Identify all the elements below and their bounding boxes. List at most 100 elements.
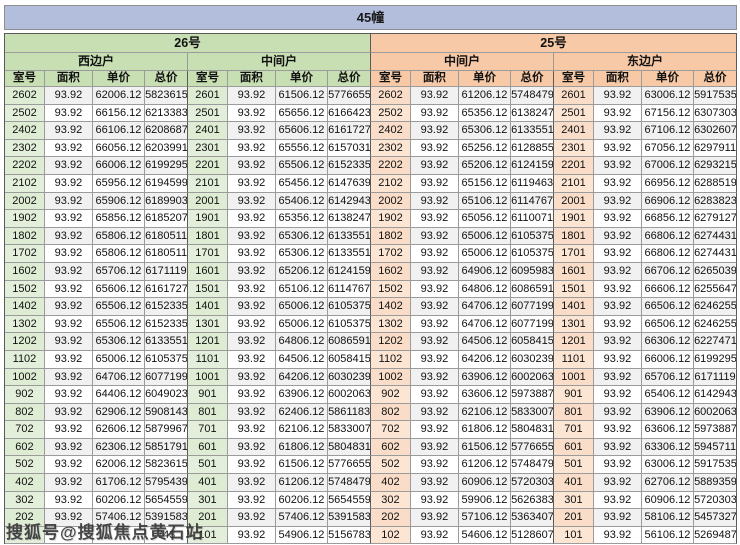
unit-price-cell: 63606.12 bbox=[641, 421, 695, 439]
table-row: 502 93.92 62006.12 5823615 501 93.92 61506.12 5… bbox=[5, 456, 737, 475]
area-cell: 93.92 bbox=[44, 368, 93, 387]
total-price-cell: 6166423 bbox=[328, 104, 371, 123]
total-price-cell: 6293215 bbox=[694, 157, 737, 175]
area-cell: 93.92 bbox=[593, 298, 642, 316]
unit-price-cell: 62606.12 bbox=[92, 421, 146, 439]
area-cell: 93.92 bbox=[227, 210, 276, 228]
area-cell: 93.92 bbox=[44, 262, 93, 281]
area-cell: 93.92 bbox=[227, 368, 276, 387]
room-cell: 1601 bbox=[554, 262, 594, 281]
unit-price-cell: 65856.12 bbox=[92, 210, 146, 228]
total-price-cell: 6002063 bbox=[511, 368, 554, 387]
unit-price-cell: 65106.12 bbox=[275, 280, 329, 299]
area-cell: 93.92 bbox=[593, 174, 642, 193]
total-price-cell: 5945711 bbox=[694, 438, 737, 457]
room-cell: 1301 bbox=[554, 315, 594, 334]
area-cell: 93.92 bbox=[44, 245, 93, 263]
area-cell: 93.92 bbox=[44, 122, 93, 140]
room-header: 室号 bbox=[5, 71, 45, 87]
area-cell: 93.92 bbox=[593, 491, 642, 510]
room-cell: 101 bbox=[554, 526, 594, 545]
room-cell: 2501 bbox=[554, 104, 594, 123]
unit-price-cell: 63906.12 bbox=[641, 403, 695, 422]
room-cell: 802 bbox=[5, 403, 45, 422]
area-cell: 93.92 bbox=[410, 474, 459, 492]
unit-price-cell: 65506.12 bbox=[92, 315, 146, 334]
area-cell: 93.92 bbox=[44, 386, 93, 404]
room-cell: 102 bbox=[371, 526, 411, 545]
area-cell: 93.92 bbox=[44, 350, 93, 369]
area-cell: 93.92 bbox=[227, 438, 276, 457]
total-price-cell: 6133551 bbox=[328, 245, 371, 263]
table-row: 743 101 93.92 54906.12 5156783 102 93.92 54606.… bbox=[5, 526, 737, 545]
room-cell: 601 bbox=[554, 438, 594, 457]
unit-price-cell: 66306.12 bbox=[641, 333, 695, 351]
table-body: 2602 93.92 62006.12 5823615 2601 93.92 61506.1… bbox=[5, 87, 737, 545]
area-cell: 93.92 bbox=[227, 298, 276, 316]
room-cell: 1101 bbox=[188, 350, 228, 369]
total-price-cell: 5917535 bbox=[694, 87, 737, 105]
unit-price-cell: 64506.12 bbox=[275, 350, 329, 369]
area-cell: 93.92 bbox=[227, 456, 276, 475]
area-cell: 93.92 bbox=[593, 315, 642, 334]
total-price-cell: 5748479 bbox=[328, 474, 371, 492]
total-price-cell: 5973887 bbox=[511, 386, 554, 404]
table-row: 1302 93.92 65506.12 6152335 1301 93.92 65006.1… bbox=[5, 315, 737, 334]
area-cell: 93.92 bbox=[227, 174, 276, 193]
total-price-cell: 6152335 bbox=[145, 298, 188, 316]
area-cell: 93.92 bbox=[593, 210, 642, 228]
table-row: 1002 93.92 64706.12 6077199 1001 93.92 64206.1… bbox=[5, 368, 737, 387]
total-price-cell: 6124159 bbox=[511, 157, 554, 175]
total-price-cell: 6142943 bbox=[328, 192, 371, 211]
unit-header-middle-26: 中间户 bbox=[188, 53, 371, 71]
room-cell: 1302 bbox=[371, 315, 411, 334]
area-cell: 93.92 bbox=[44, 210, 93, 228]
room-cell: 601 bbox=[188, 438, 228, 457]
total-price-cell: 6077199 bbox=[511, 315, 554, 334]
area-cell: 93.92 bbox=[410, 298, 459, 316]
total-price-cell: 6058415 bbox=[328, 350, 371, 369]
unit-price-cell: 65556.12 bbox=[275, 139, 329, 158]
unit-price-cell: 66006.12 bbox=[641, 350, 695, 369]
unit-price-cell: 57406.12 bbox=[92, 509, 146, 527]
room-cell: 202 bbox=[5, 509, 45, 527]
area-cell: 93.92 bbox=[227, 350, 276, 369]
room-cell: 2401 bbox=[554, 122, 594, 140]
area-cell: 93.92 bbox=[44, 474, 93, 492]
table-row: 402 93.92 61706.12 5795439 401 93.92 61206.12 5… bbox=[5, 474, 737, 492]
total-price-header: 总价 bbox=[145, 71, 188, 87]
room-cell: 2002 bbox=[5, 192, 45, 211]
total-price-cell: 6049023 bbox=[145, 386, 188, 404]
total-price-cell: 6246255 bbox=[694, 298, 737, 316]
unit-price-cell: 65506.12 bbox=[92, 298, 146, 316]
unit-price-cell: 61506.12 bbox=[458, 438, 512, 457]
table-row: 2002 93.92 65906.12 6189903 2001 93.92 65406.1… bbox=[5, 192, 737, 211]
area-cell: 93.92 bbox=[410, 104, 459, 123]
room-cell: 2302 bbox=[5, 139, 45, 158]
total-price-cell: 6199295 bbox=[694, 350, 737, 369]
room-cell: 1602 bbox=[371, 262, 411, 281]
total-price-cell: 6114767 bbox=[511, 192, 554, 211]
area-cell: 93.92 bbox=[410, 350, 459, 369]
total-price-cell: 6138247 bbox=[511, 104, 554, 123]
total-price-cell: 5654559 bbox=[328, 491, 371, 510]
total-price-cell: 6002063 bbox=[694, 403, 737, 422]
room-cell: 1802 bbox=[371, 227, 411, 246]
unit-price-cell: 65406.12 bbox=[641, 386, 695, 404]
building-title: 45幢 bbox=[4, 5, 737, 30]
area-cell: 93.92 bbox=[227, 386, 276, 404]
room-cell: 1901 bbox=[188, 210, 228, 228]
room-cell: 1802 bbox=[5, 227, 45, 246]
total-price-cell: 6114767 bbox=[328, 280, 371, 299]
area-cell: 93.92 bbox=[410, 139, 459, 158]
unit-price-cell: 65106.12 bbox=[458, 192, 512, 211]
room-cell: 2502 bbox=[5, 104, 45, 123]
unit-price-cell: 60906.12 bbox=[641, 491, 695, 510]
total-price-cell: 6203991 bbox=[145, 139, 188, 158]
room-cell: 1702 bbox=[371, 245, 411, 263]
section-header-26: 26号 bbox=[5, 34, 371, 53]
unit-price-cell: 61706.12 bbox=[92, 474, 146, 492]
room-cell: 1901 bbox=[554, 210, 594, 228]
unit-price-cell: 61506.12 bbox=[275, 87, 329, 105]
unit-price-cell: 63906.12 bbox=[458, 368, 512, 387]
